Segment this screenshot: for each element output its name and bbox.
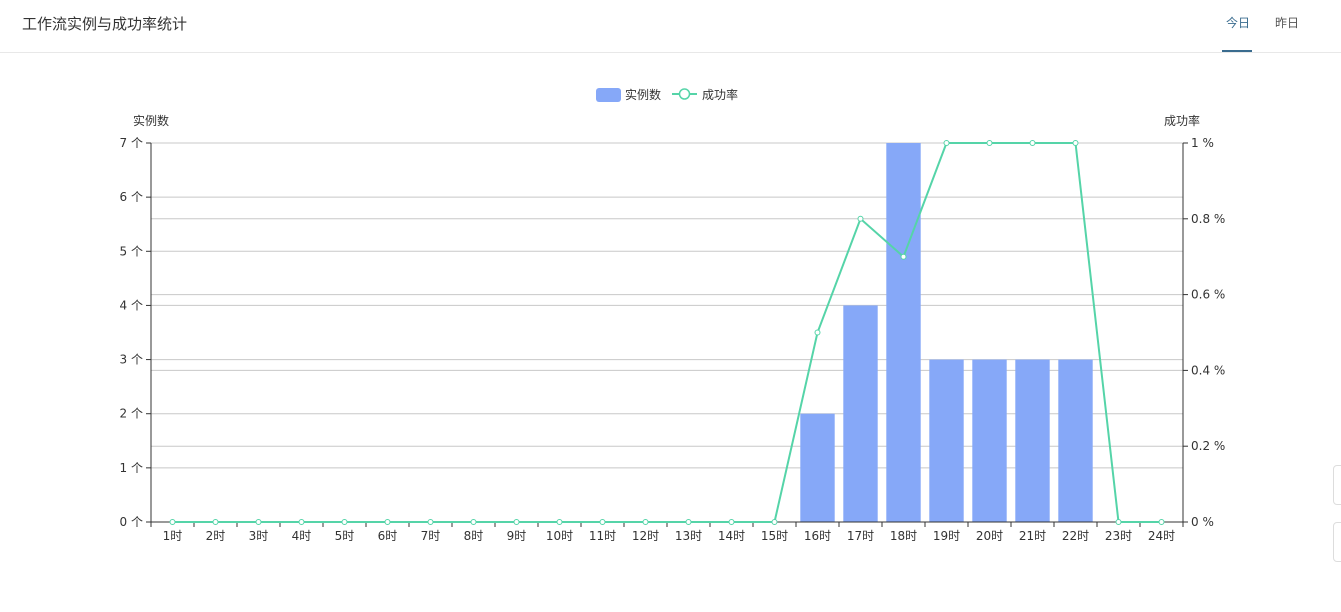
right-tick-label: 0.6 % [1191,288,1225,302]
line-point [1029,140,1036,146]
legend-line-marker[interactable] [678,88,691,100]
line-point [1158,519,1165,525]
line-point [857,215,864,222]
x-tick-label: 1时 [163,529,183,543]
line-point [513,519,520,525]
bar [1058,359,1093,522]
left-axis-title: 实例数 [133,113,169,128]
left-tick-label: 7 个 [120,136,143,150]
x-tick-label: 2时 [206,529,226,543]
left-tick-label: 3 个 [120,353,143,367]
bar [843,305,878,522]
line-point [1115,519,1122,525]
line-point [1072,140,1079,146]
x-tick-label: 13时 [675,529,702,543]
line-series [169,140,1165,525]
x-tick-label: 21时 [1019,529,1046,543]
legend-line-label[interactable]: 成功率 [702,87,738,102]
right-tick-label: 0.4 % [1191,363,1225,377]
left-tick-label: 4 个 [120,298,143,312]
line-point [427,519,434,525]
line-point [556,519,563,525]
x-tick-label: 12时 [632,529,659,543]
tab-today[interactable]: 今日 [1226,16,1251,30]
side-panel-toggle[interactable] [1333,465,1341,505]
line-point [212,519,219,525]
right-axis-title: 成功率 [1164,113,1200,128]
x-tick-label: 3时 [249,529,269,543]
x-tick-label: 17时 [847,529,874,543]
left-tick-label: 5 个 [120,244,143,258]
left-tick-label: 2 个 [120,407,143,421]
bar-series [800,143,1093,522]
bar [972,359,1007,522]
bar [1015,359,1050,522]
line-point [814,329,821,336]
line-point [298,519,305,525]
legend-bar-label[interactable]: 实例数 [625,87,661,102]
line-point [599,519,606,525]
x-tick-label: 10时 [546,529,573,543]
line-point [685,519,692,525]
right-tick-label: 0.8 % [1191,212,1225,226]
line-point [771,519,778,525]
stats-chart: 实例数 成功率 实例数 成功率 0 个 1 个 2 个 3 个 4 个 5 个 6 个 7 个… [120,87,1226,543]
bar [929,359,964,522]
bar [886,143,921,522]
x-tick-label: 23时 [1105,529,1132,543]
right-tick-label: 1 % [1191,136,1214,150]
x-tick-label: 8时 [464,529,484,543]
right-tick-label: 0 % [1191,515,1214,529]
line-point [470,519,477,525]
x-tick-label: 16时 [804,529,831,543]
x-tick-label: 11时 [589,529,616,543]
line-point [255,519,262,525]
tab-yesterday[interactable]: 昨日 [1275,16,1300,30]
line-point [642,519,649,525]
x-tick-label: 19时 [933,529,960,543]
bar [800,413,835,522]
line-point [943,140,950,146]
line-point [728,519,735,525]
x-tick-label: 20时 [976,529,1003,543]
line-point [900,253,907,260]
x-tick-label: 14时 [718,529,745,543]
x-tick-label: 24时 [1148,529,1175,543]
side-panel-toggle-2[interactable] [1333,522,1341,562]
x-tick-label: 22时 [1062,529,1089,543]
page-header: 工作流实例与成功率统计 今日 昨日 [0,0,1341,53]
line-point [384,519,391,525]
x-tick-label: 15时 [761,529,788,543]
x-tick-label: 7时 [421,529,441,543]
chart-legend[interactable]: 实例数 成功率 [596,87,738,102]
x-tick-label: 4时 [292,529,312,543]
success-rate-line [172,142,1162,523]
x-tick-label: 18时 [890,529,917,543]
grid-lines [151,142,1183,469]
x-tick-label: 9时 [507,529,527,543]
line-point [986,140,993,146]
x-tick-label: 6时 [378,529,398,543]
page-title: 工作流实例与成功率统计 [22,15,188,33]
left-tick-label: 6 个 [120,190,143,204]
legend-bar-swatch[interactable] [596,88,621,102]
left-tick-label: 0 个 [120,515,143,529]
left-tick-label: 1 个 [120,461,143,475]
line-point [341,519,348,525]
x-tick-label: 5时 [335,529,355,543]
right-tick-label: 0.2 % [1191,439,1225,453]
line-point [169,519,176,525]
active-tab-indicator [1222,50,1252,52]
